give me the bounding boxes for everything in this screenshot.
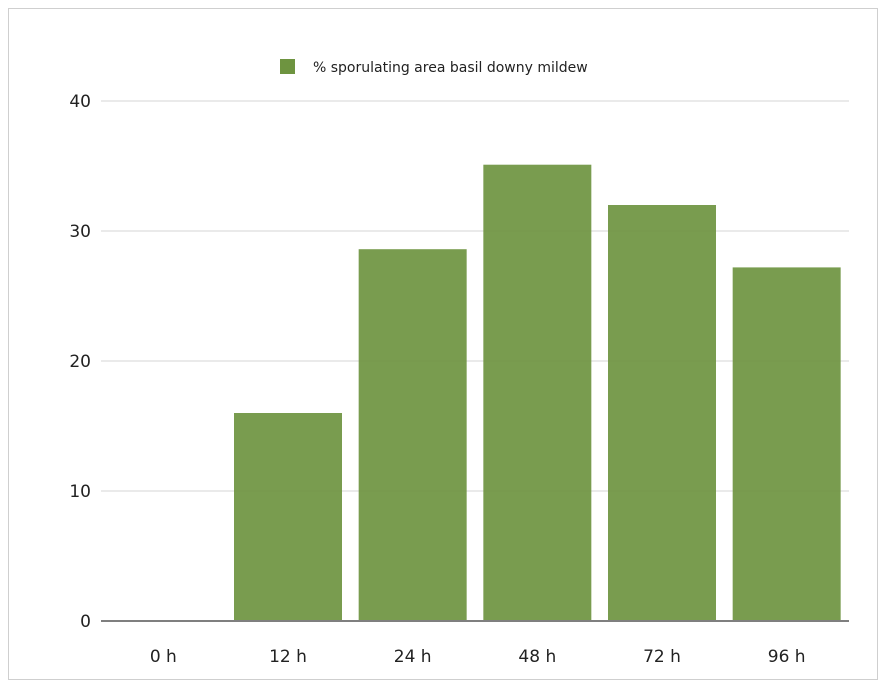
legend-label: % sporulating area basil downy mildew (313, 60, 588, 76)
x-tick-label: 12 h (269, 647, 307, 667)
y-tick-label: 30 (69, 222, 91, 242)
x-tick-label: 24 h (394, 647, 432, 667)
x-tick-label: 0 h (150, 647, 177, 667)
x-tick-label: 96 h (768, 647, 806, 667)
bar (483, 164, 592, 620)
x-tick-label: 72 h (643, 647, 681, 667)
x-tick-label: 48 h (518, 647, 556, 667)
bar (358, 249, 467, 620)
y-axis-ticks: 0 10 20 30 40 (69, 92, 91, 632)
y-tick-label: 0 (80, 612, 91, 632)
y-tick-label: 40 (69, 92, 91, 112)
y-tick-label: 10 (69, 482, 91, 502)
bars (101, 164, 849, 622)
legend: % sporulating area basil downy mildew (280, 59, 588, 76)
bar (732, 267, 841, 620)
bar (608, 205, 716, 620)
y-tick-label: 20 (69, 352, 91, 372)
legend-swatch (280, 59, 295, 74)
bar (234, 413, 342, 620)
gridlines (101, 100, 849, 492)
x-axis-ticks: 0 h 12 h 24 h 48 h 72 h 96 h (150, 647, 806, 667)
